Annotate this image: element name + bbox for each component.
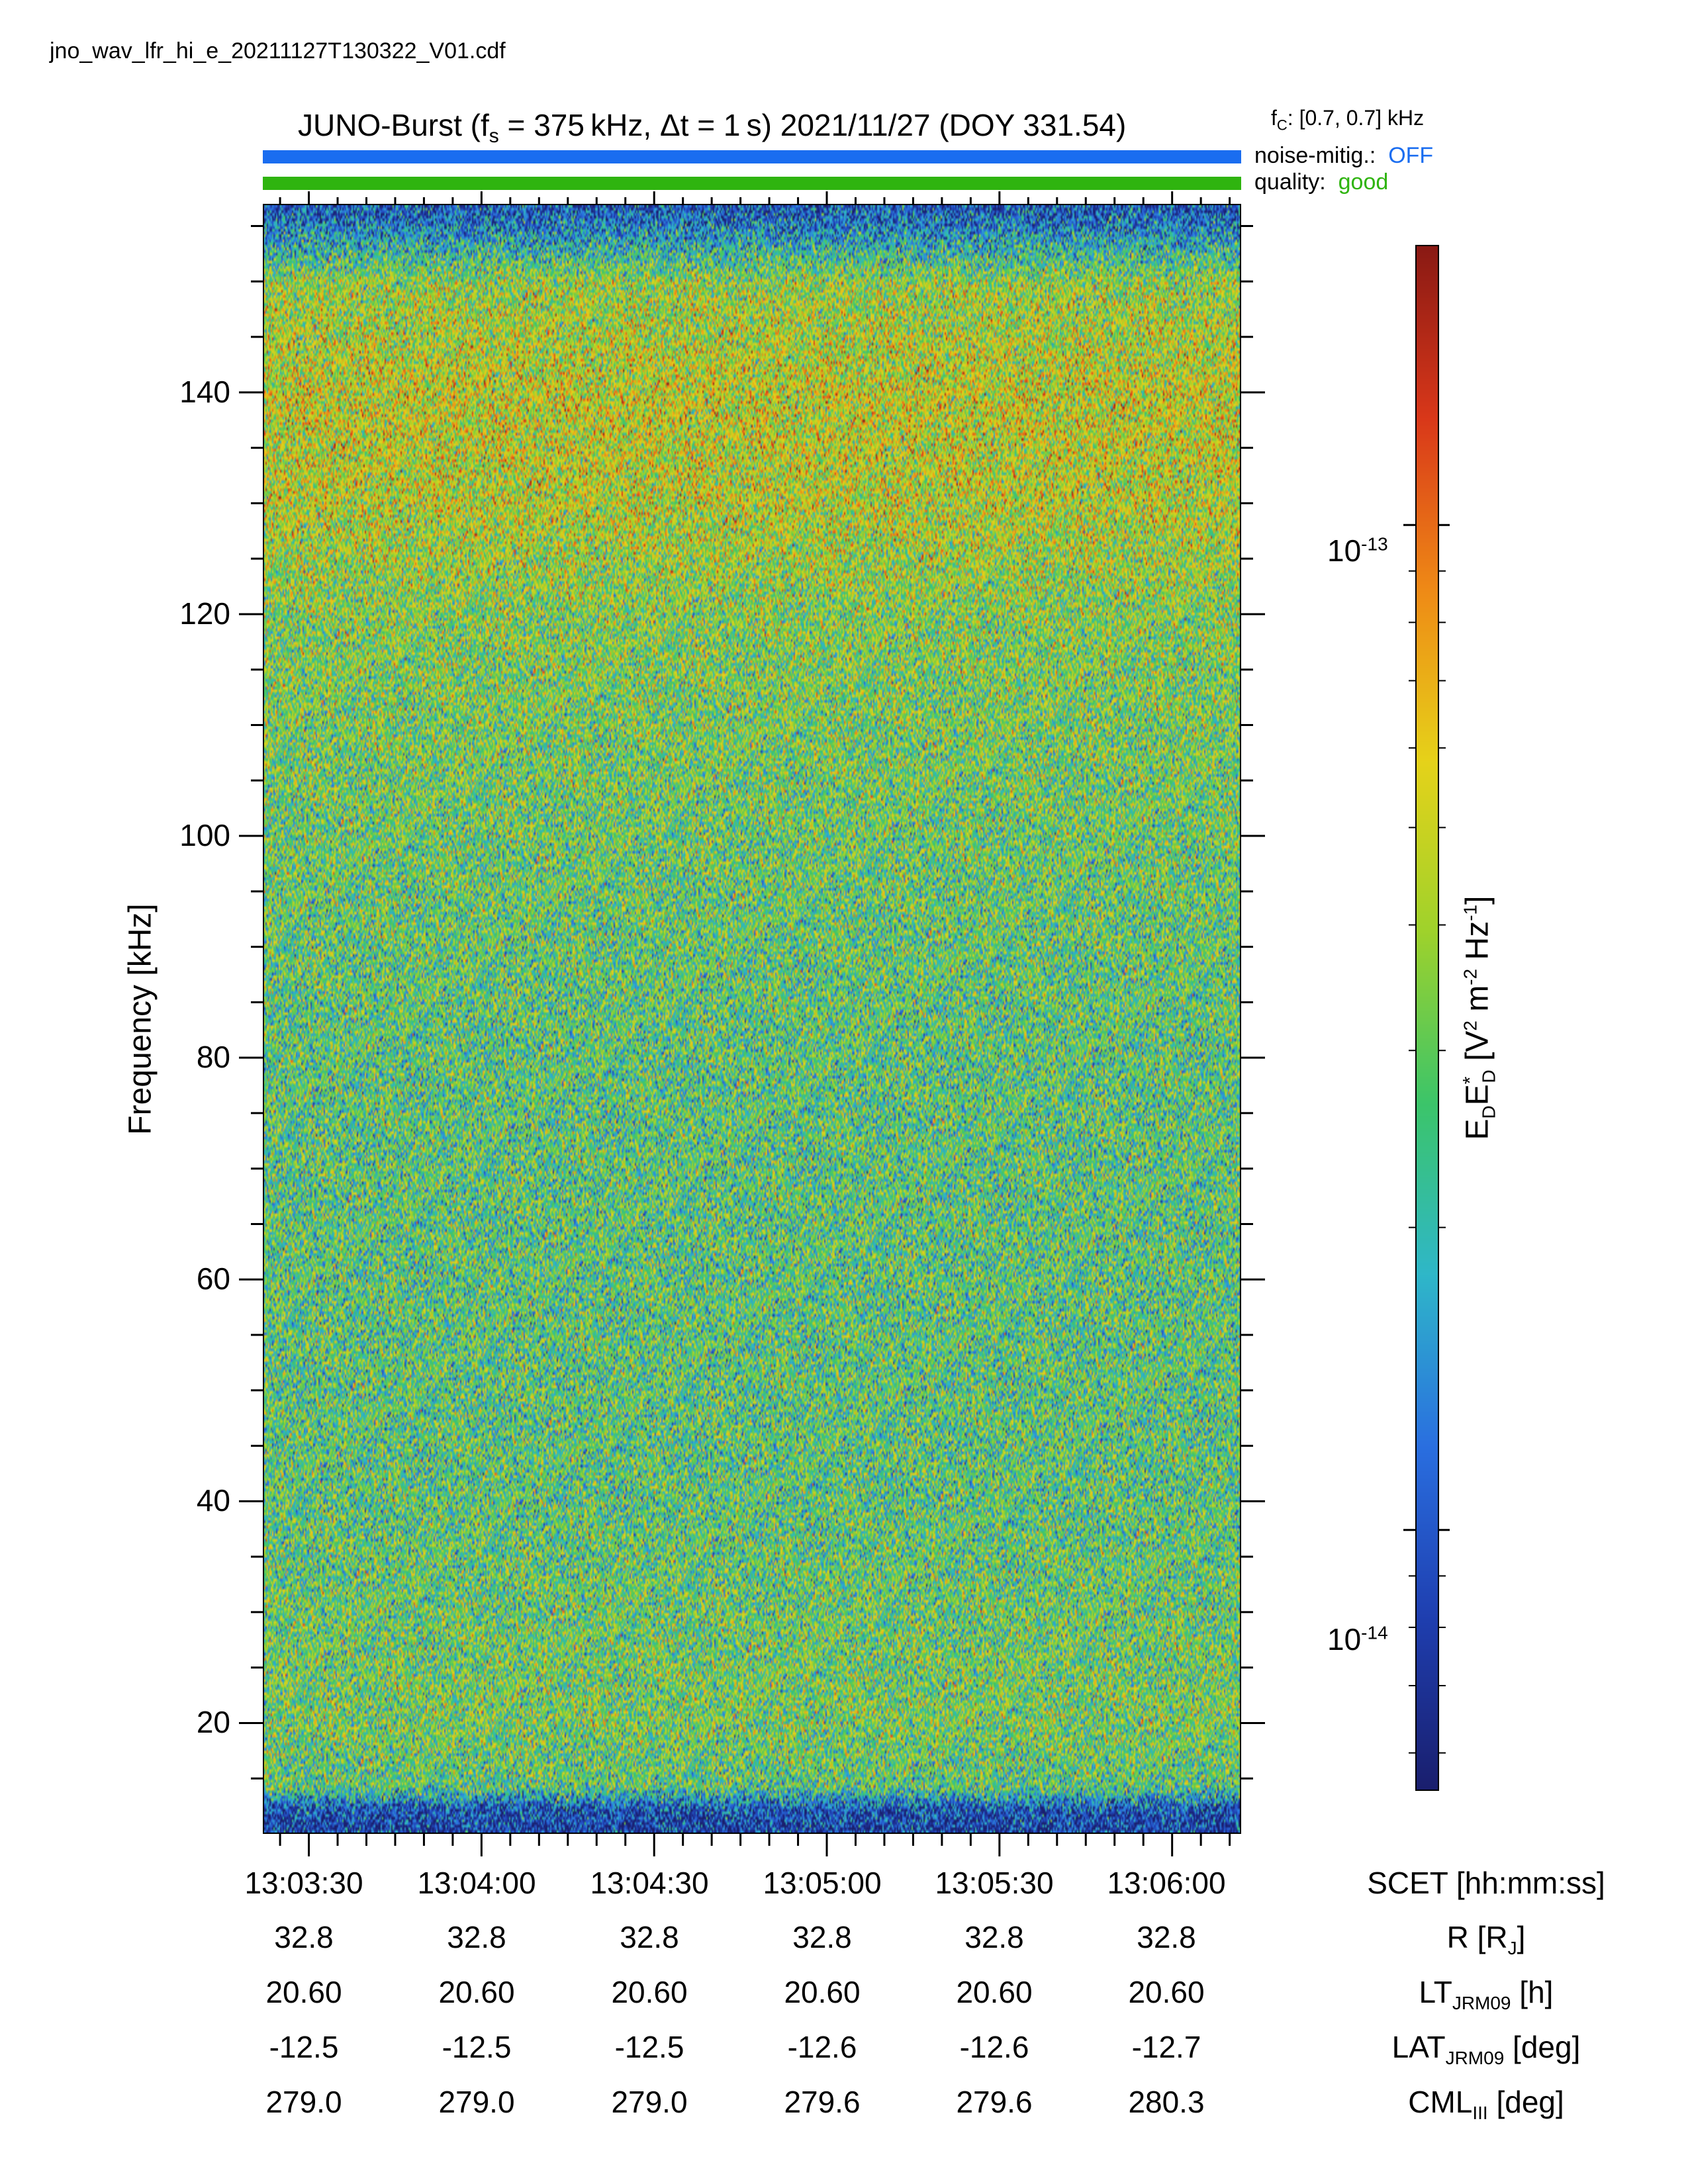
ephemeris-value: 279.0	[438, 2085, 515, 2119]
cbl-supm1: -1	[1460, 904, 1481, 921]
y-tick-label: 60	[196, 1261, 230, 1297]
ephemeris-row-label: SCET [hh:mm:ss]	[1367, 1866, 1605, 1900]
ephemeris-value: 32.8	[1137, 1920, 1196, 1954]
noise-mitigation-status: noise-mitig.: OFF	[1254, 143, 1433, 169]
ephemeris-value: 13:06:00	[1107, 1866, 1226, 1900]
noise-mitigation-bar	[263, 150, 1241, 163]
ephemeris-row-label: LATJRM09 [deg]	[1391, 2030, 1581, 2069]
y-tick-label: 40	[196, 1483, 230, 1518]
ephemeris-value: 32.8	[792, 1920, 852, 1954]
ephemeris-value: -12.7	[1131, 2030, 1201, 2064]
ephemeris-row-label: LTJRM09 [h]	[1419, 1975, 1554, 2014]
cb-lower-base: 10	[1327, 1622, 1362, 1657]
fc-label: fC: [0.7, 0.7] kHz	[1271, 106, 1424, 134]
fc-sub: C	[1276, 116, 1288, 134]
ephemeris-value: 20.60	[611, 1975, 688, 2009]
cbl-d2: D	[1478, 1069, 1499, 1083]
colorbar-label: EDE*D [V2 m-2 Hz-1]	[1460, 896, 1500, 1140]
ephemeris-value: 279.6	[784, 2085, 861, 2119]
ephemeris-value: 13:05:30	[935, 1866, 1054, 1900]
chart-title: JUNO-Burst (fs = 375 kHz, Δt = 1 s) 2021…	[298, 107, 1126, 148]
ephemeris-value: 13:03:30	[244, 1866, 363, 1900]
plot-frame	[263, 204, 1241, 1834]
ephemeris-value: 32.8	[447, 1920, 506, 1954]
noise-label: noise-mitig.:	[1254, 143, 1376, 168]
cbl-sup2: 2	[1460, 1021, 1481, 1031]
ephemeris-row-label: CMLIII [deg]	[1408, 2085, 1564, 2124]
fc-prefix: f	[1271, 106, 1277, 130]
cbl-close: ]	[1460, 895, 1495, 905]
ephemeris-row-label: R [RJ]	[1446, 1920, 1526, 1959]
ephemeris-value: -12.5	[269, 2030, 339, 2064]
title-sub: s	[489, 125, 499, 148]
ephemeris-value: -12.5	[442, 2030, 512, 2064]
colorbar-tick-lower: 10-14	[1327, 1621, 1388, 1657]
spectrogram-heatmap	[264, 205, 1240, 1833]
cbl-m: m	[1460, 985, 1495, 1021]
title-part: JUNO-Burst (f	[298, 108, 489, 142]
ephemeris-value: -12.6	[959, 2030, 1029, 2064]
cb-upper-exp: -13	[1361, 533, 1388, 555]
colorbar-tick-upper: 10-13	[1327, 533, 1388, 569]
cbl-supm2: -2	[1460, 968, 1481, 985]
cbl-e: E	[1460, 1118, 1495, 1140]
fc-value: : [0.7, 0.7] kHz	[1287, 106, 1425, 130]
noise-value: OFF	[1388, 143, 1434, 168]
ephemeris-value: 13:04:00	[417, 1866, 536, 1900]
ephemeris-value: 279.6	[956, 2085, 1033, 2119]
quality-label: quality:	[1254, 169, 1326, 195]
quality-value: good	[1338, 169, 1389, 195]
ephemeris-value: 279.0	[611, 2085, 688, 2119]
cbl-d: D	[1478, 1105, 1499, 1119]
ephemeris-value: -12.5	[614, 2030, 684, 2064]
ephemeris-value: 20.60	[784, 1975, 861, 2009]
title-rest: = 375 kHz, Δt = 1 s) 2021/11/27 (DOY 331…	[498, 108, 1127, 142]
y-tick-label: 100	[179, 818, 230, 853]
ephemeris-value: -12.6	[787, 2030, 857, 2064]
ephemeris-value: 13:04:30	[590, 1866, 709, 1900]
cbl-hz: Hz	[1460, 921, 1495, 969]
ephemeris-value: 20.60	[1128, 1975, 1205, 2009]
y-axis-label: Frequency [kHz]	[122, 903, 158, 1135]
ephemeris-value: 279.0	[265, 2085, 342, 2119]
y-tick-label: 20	[196, 1705, 230, 1740]
y-tick-label: 140	[179, 374, 230, 409]
y-tick-label: 80	[196, 1040, 230, 1075]
ephemeris-value: 32.8	[964, 1920, 1024, 1954]
y-tick-label: 120	[179, 596, 230, 631]
ephemeris-value: 13:05:00	[763, 1866, 882, 1900]
filename: jno_wav_lfr_hi_e_20211127T130322_V01.cdf	[50, 38, 506, 64]
colorbar	[1415, 245, 1439, 1791]
ephemeris-value: 32.8	[620, 1920, 679, 1954]
cb-lower-exp: -14	[1361, 1622, 1388, 1643]
ephemeris-value: 32.8	[274, 1920, 334, 1954]
quality-bar	[263, 177, 1241, 190]
cbl-units: [V	[1460, 1030, 1495, 1070]
ephemeris-value: 20.60	[265, 1975, 342, 2009]
ephemeris-value: 20.60	[438, 1975, 515, 2009]
ephemeris-value: 280.3	[1128, 2085, 1205, 2119]
quality-status: quality: good	[1254, 169, 1388, 195]
ephemeris-value: 20.60	[956, 1975, 1033, 2009]
cb-upper-base: 10	[1327, 533, 1362, 568]
cbl-e2: E	[1460, 1084, 1495, 1106]
